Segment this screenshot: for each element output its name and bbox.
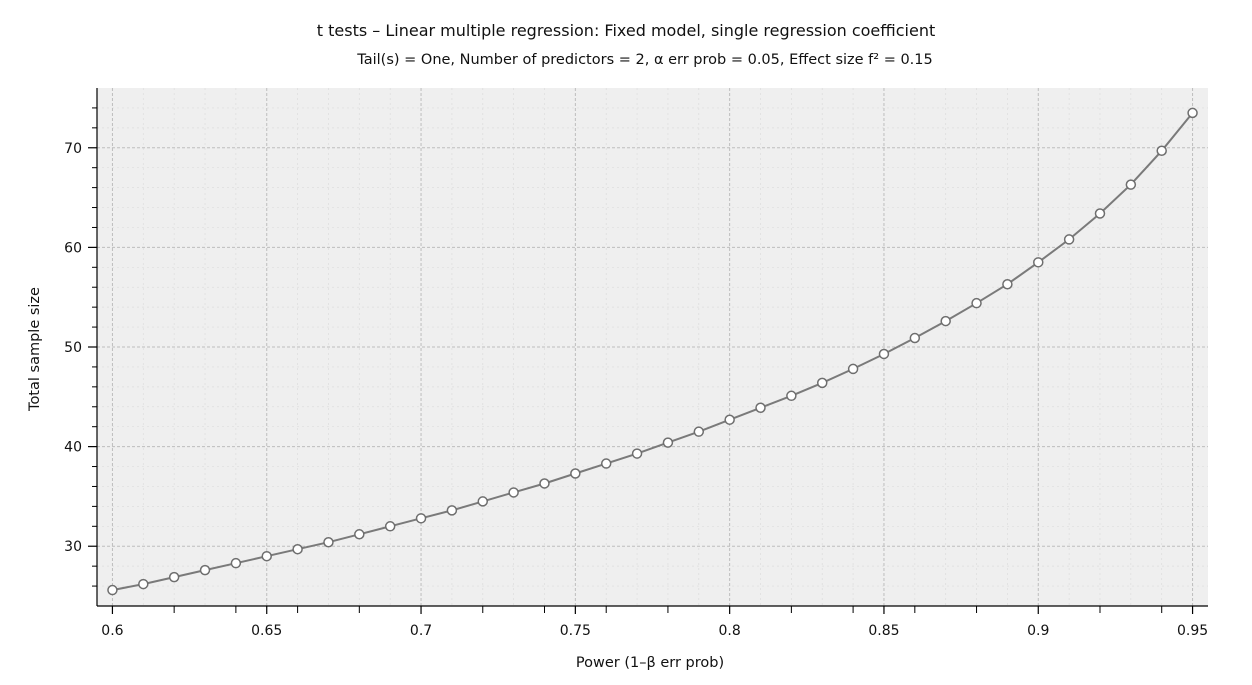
x-tick-labels: 0.6 0.65 0.7 0.75 0.8 0.85 0.9 0.95: [101, 623, 1208, 639]
data-point: [415, 513, 427, 524]
data-point: [261, 550, 272, 562]
data-point: [786, 390, 797, 402]
data-point: [477, 496, 489, 507]
data-point: [1094, 208, 1106, 219]
data-point: [631, 448, 643, 459]
data-point: [107, 584, 118, 596]
series-sample-size: [107, 107, 1198, 596]
chart-subtitle: Tail(s) = One, Number of predictors = 2,…: [356, 52, 932, 68]
data-point: [971, 297, 982, 309]
data-point: [909, 332, 921, 344]
data-point: [755, 402, 766, 414]
data-point: [1125, 179, 1137, 190]
data-point: [446, 505, 458, 516]
data-point: [600, 458, 612, 469]
data-point: [323, 536, 334, 548]
data-point: [292, 543, 303, 555]
data-point: [539, 478, 550, 489]
y-tick-label: 30: [64, 539, 82, 555]
x-tick-label: 0.8: [719, 623, 741, 639]
data-point: [354, 529, 365, 540]
data-point: [940, 315, 951, 327]
data-point: [1063, 234, 1075, 245]
y-tick-labels: 30 40 50 60 70: [64, 141, 82, 555]
y-tick-label: 50: [64, 340, 82, 356]
data-point: [570, 468, 581, 479]
x-tick-label: 0.85: [868, 623, 899, 639]
data-point: [230, 557, 242, 569]
data-point: [199, 564, 211, 576]
x-tick-label: 0.95: [1177, 623, 1208, 639]
data-point: [1002, 278, 1013, 290]
data-point: [168, 571, 180, 583]
data-point: [1187, 107, 1198, 119]
chart-title: t tests – Linear multiple regression: Fi…: [317, 21, 935, 40]
x-axis-label: Power (1–β err prob): [576, 655, 724, 671]
series-line: [112, 112, 1194, 592]
x-tick-label: 0.7: [410, 623, 432, 639]
data-point: [1156, 145, 1167, 157]
x-tick-label: 0.65: [251, 623, 282, 639]
x-tick-label: 0.9: [1027, 623, 1049, 639]
y-tick-label: 60: [64, 240, 82, 256]
data-point: [878, 348, 890, 360]
x-tick-label: 0.6: [101, 623, 123, 639]
data-point: [384, 521, 396, 532]
data-point: [508, 487, 519, 498]
y-axis-label: Total sample size: [27, 287, 43, 412]
tick-marks: [88, 107, 1194, 614]
grid-lines: [97, 88, 1208, 606]
data-point: [1033, 257, 1044, 268]
data-point: [847, 363, 859, 375]
data-point: [724, 414, 735, 425]
data-point: [662, 437, 674, 448]
y-tick-label: 40: [64, 440, 82, 456]
x-tick-label: 0.75: [560, 623, 591, 639]
y-tick-label: 70: [64, 141, 82, 157]
data-point: [138, 578, 149, 590]
data-point: [816, 377, 828, 389]
data-point: [693, 426, 705, 437]
